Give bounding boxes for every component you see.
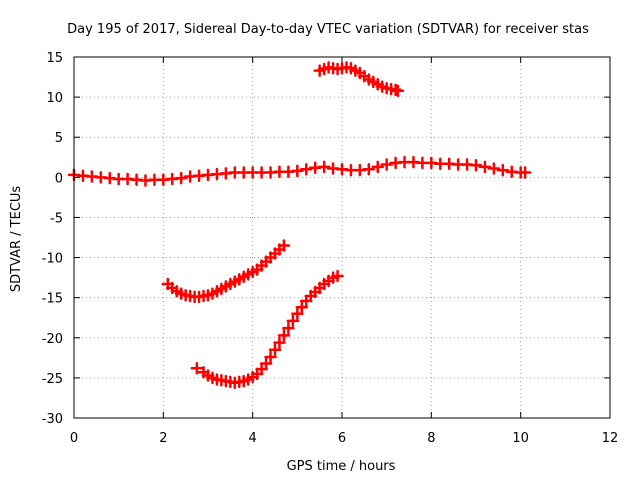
y-tick-label: -25 [42,372,63,387]
data-point [487,162,501,175]
data-point [277,329,291,342]
data-point [331,269,344,283]
data-points [67,61,532,389]
y-axis-label: SDTVAR / TECUs [9,186,24,293]
data-point [300,163,313,176]
y-tick-label: -15 [42,292,63,307]
x-tick-label: 10 [512,431,529,446]
data-point [255,362,268,376]
data-point [469,159,483,172]
series-arc-mid [161,239,291,304]
y-tick-label: -10 [42,252,63,267]
y-tick-label: -20 [42,332,63,347]
data-point [518,166,532,179]
data-point [174,171,188,185]
x-tick-label: 2 [159,431,167,446]
data-point [264,350,277,364]
data-point [291,164,304,178]
x-tick-label: 8 [427,431,435,446]
x-tick-label: 6 [338,431,346,446]
plot-frame [73,56,611,419]
x-tick-label: 0 [70,431,78,446]
data-point [478,160,492,174]
series-arc-near-zero [67,155,532,187]
data-point [282,321,295,335]
tick-labels: 0 2 4 6 8 10 12 -30 -25 -20 -15 -10 -5 0 5 10 15 [42,51,619,446]
x-axis-label: GPS time / hours [287,459,396,474]
y-tick-label: 15 [46,51,63,66]
data-point [286,314,300,328]
grid-lines [74,57,610,418]
x-tick-label: 4 [249,431,257,446]
data-point [277,239,291,252]
data-point [317,160,331,174]
series-arc-upper [313,61,405,97]
y-tick-label: 5 [55,131,63,146]
data-point [380,158,393,171]
data-point [362,163,376,176]
data-point [295,301,309,314]
x-tick-label: 12 [602,431,619,446]
data-point [273,336,286,349]
data-point [496,163,510,177]
y-tick-label: 0 [55,171,63,186]
y-tick-label: -5 [50,211,63,226]
data-point [259,357,273,370]
y-tick-label: -30 [42,412,63,427]
series-arc-lower [190,269,344,389]
y-tick-label: 10 [46,91,63,106]
data-point [391,84,405,97]
data-point [268,343,282,357]
data-point [291,307,304,320]
chart-title: Day 195 of 2017, Sidereal Day-to-day VTE… [67,22,589,37]
data-point [371,160,384,174]
data-point [190,362,204,375]
